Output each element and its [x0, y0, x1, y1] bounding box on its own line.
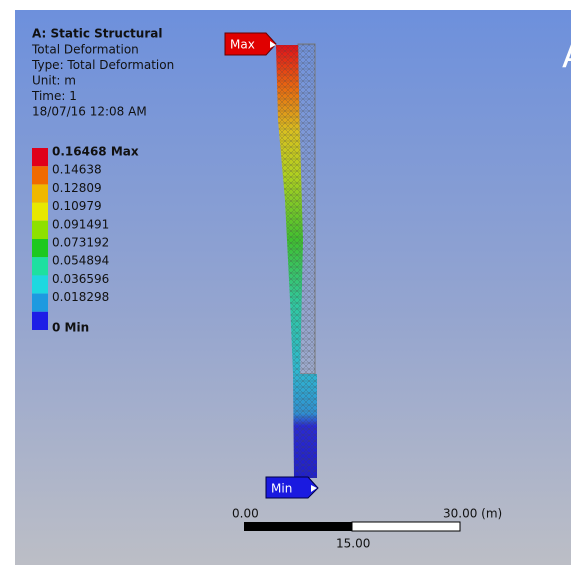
title: A: Static Structural: [32, 27, 162, 41]
scale-end: 30.00 (m): [443, 507, 502, 521]
legend-label: 0.018298: [52, 290, 109, 304]
legend-swatch: [32, 166, 48, 184]
viewport: A A: Static Structural Total Deformation…: [0, 0, 571, 568]
legend-swatch: [32, 203, 48, 221]
legend-swatch: [32, 275, 48, 293]
legend-swatch: [32, 294, 48, 312]
legend-swatch: [32, 257, 48, 275]
page: {"header": {"title": "A: Static Structur…: [0, 0, 571, 568]
min-label: Min: [271, 482, 292, 496]
legend-label: 0.10979: [52, 199, 102, 213]
scale-black: [244, 522, 352, 531]
legend-label: 0.054894: [52, 254, 109, 268]
header-line: Type: Total Deformation: [31, 58, 174, 72]
legend-swatch: [32, 312, 48, 330]
scale-white: [352, 522, 460, 531]
header-line: Unit: m: [32, 74, 76, 88]
header-line: 18/07/16 12:08 AM: [32, 105, 147, 119]
scale-middle: 15.00: [336, 537, 370, 551]
legend-label: 0.091491: [52, 217, 109, 231]
max-probe: Max: [225, 33, 276, 55]
header-line: Time: 1: [31, 89, 77, 103]
legend-label: 0.14638: [52, 163, 102, 177]
legend-label: 0.16468 Max: [52, 145, 139, 159]
scale-start: 0.00: [232, 507, 259, 521]
legend-swatch: [32, 184, 48, 202]
legend-swatch: [32, 148, 48, 166]
legend-label: 0.12809: [52, 181, 102, 195]
header-line: Total Deformation: [31, 43, 139, 57]
legend-label: 0 Min: [52, 321, 89, 335]
min-probe: Min: [266, 477, 318, 498]
legend-label: 0.036596: [52, 272, 109, 286]
corner-glyph: A: [562, 37, 571, 77]
legend-swatch: [32, 221, 48, 239]
legend-label: 0.073192: [52, 236, 109, 250]
max-label: Max: [230, 38, 255, 52]
legend-swatch: [32, 239, 48, 257]
